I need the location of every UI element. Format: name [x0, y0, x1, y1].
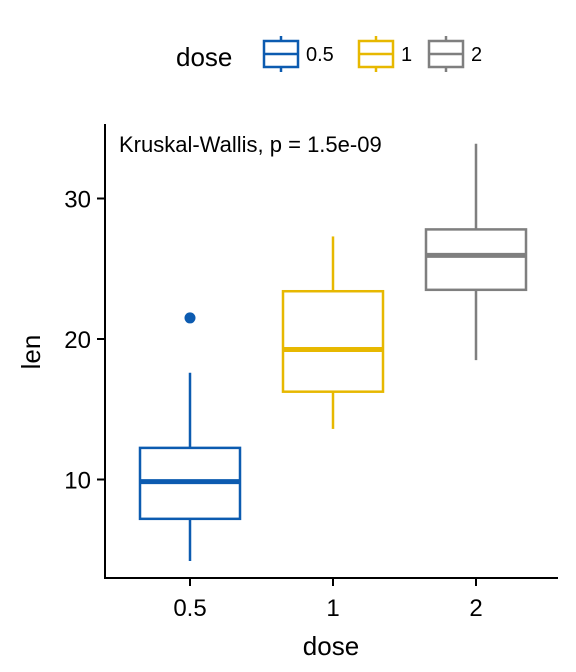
y-tick-label: 30: [64, 187, 91, 214]
legend: dose 0.5 1 2: [176, 36, 482, 72]
box-group-2: [424, 143, 528, 361]
legend-title: dose: [176, 42, 232, 72]
y-tick-label: 10: [64, 468, 91, 495]
legend-label: 1: [401, 44, 412, 66]
legend-item-0-5: 0.5: [262, 36, 334, 72]
legend-label: 2: [471, 44, 482, 66]
outlier-point: [184, 312, 196, 324]
y-axis-title: len: [16, 335, 46, 370]
legend-item-2: 2: [427, 36, 482, 72]
box-iqr: [281, 289, 385, 393]
y-tick-label: 20: [64, 327, 91, 354]
x-tick-label: 1: [326, 595, 339, 622]
box-iqr: [424, 228, 528, 292]
x-tick-label: 0.5: [173, 595, 206, 622]
box-group-0-5: [138, 312, 242, 561]
plot-area: 10 20 30 0.5 1 2 Kruskal-Wallis, p = 1.5e-09: [64, 124, 558, 622]
box-group-1: [281, 236, 385, 429]
legend-item-1: 1: [357, 36, 412, 72]
legend-label: 0.5: [306, 44, 334, 66]
x-axis-title: dose: [303, 631, 359, 661]
x-tick-label: 2: [469, 595, 482, 622]
kruskal-wallis-annotation: Kruskal-Wallis, p = 1.5e-09: [119, 132, 382, 157]
